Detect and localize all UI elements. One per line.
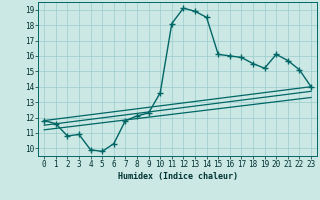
X-axis label: Humidex (Indice chaleur): Humidex (Indice chaleur) bbox=[118, 172, 238, 181]
